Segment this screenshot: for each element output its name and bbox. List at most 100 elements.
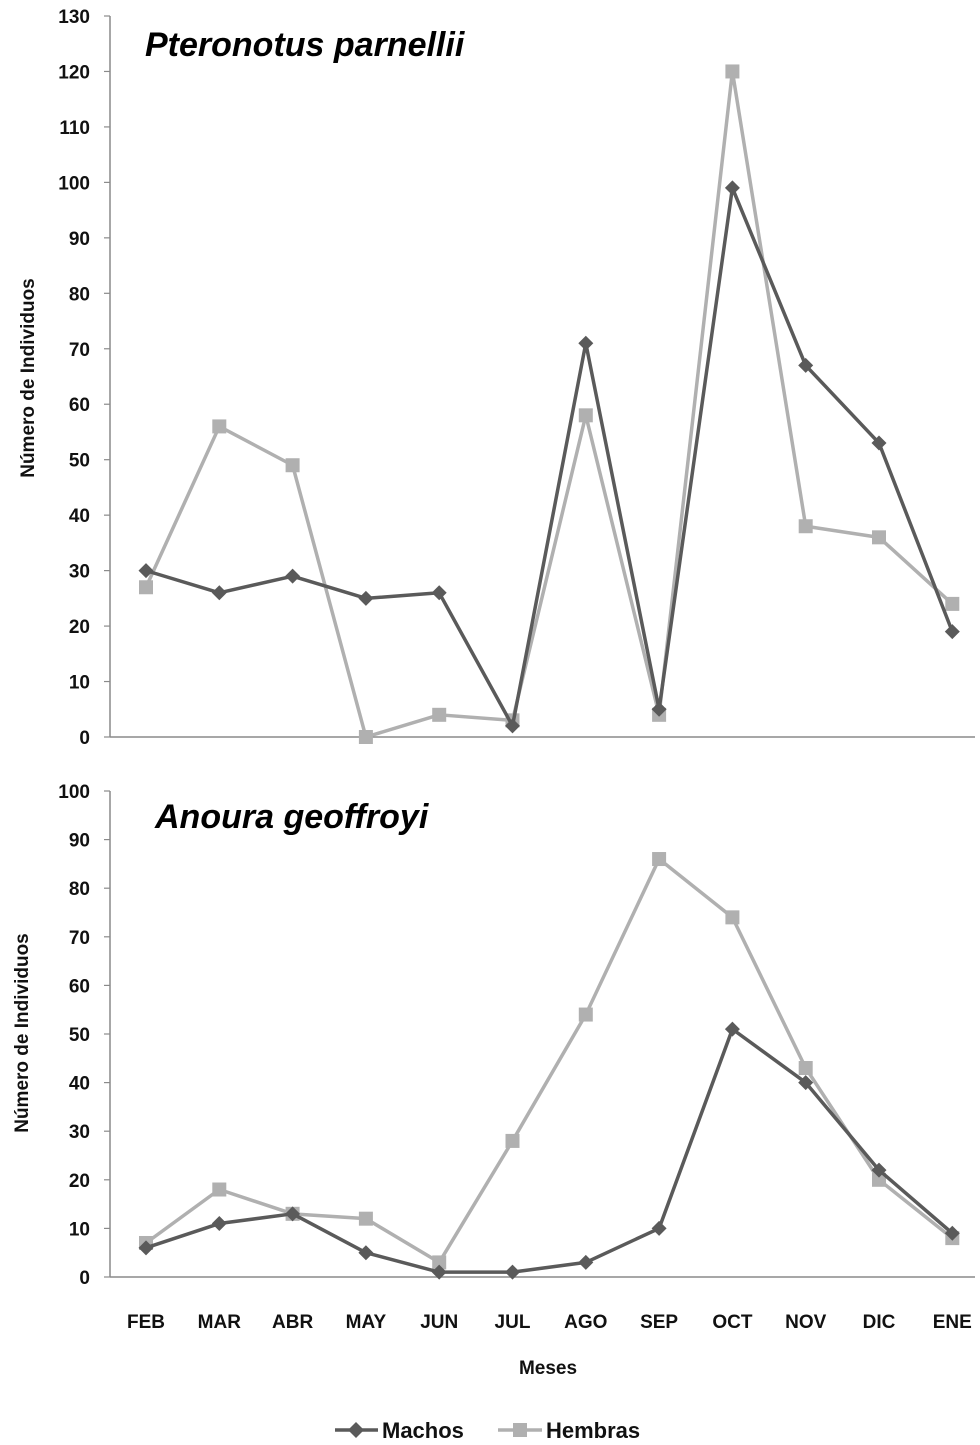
data-point-hembras-jun xyxy=(432,1255,447,1270)
data-point-machos-may xyxy=(358,590,374,606)
y-tick-label: 50 xyxy=(69,451,90,472)
data-point-machos-mar xyxy=(211,1216,227,1232)
x-tick-label-ago: AGO xyxy=(564,1312,607,1333)
data-point-machos-feb xyxy=(138,563,154,579)
data-point-hembras-dic xyxy=(872,1172,886,1187)
y-tick-label: 70 xyxy=(69,340,90,361)
data-point-hembras-may xyxy=(358,1211,373,1226)
data-point-hembras-mar xyxy=(212,1182,227,1197)
data-point-machos-jul xyxy=(505,1264,520,1280)
data-point-machos-abr xyxy=(285,1206,301,1222)
y-tick-label: 20 xyxy=(69,617,90,638)
y-tick-label: 80 xyxy=(69,879,90,900)
chart-title: Anoura geoffroyi xyxy=(154,798,430,836)
data-point-machos-sep xyxy=(651,701,667,717)
data-point-hembras-nov xyxy=(798,1061,813,1076)
y-tick-label: 70 xyxy=(69,928,90,949)
y-tick-label: 0 xyxy=(79,728,90,749)
data-point-machos-oct xyxy=(724,1021,740,1037)
x-tick-label-sep: SEP xyxy=(640,1312,678,1333)
legend-hembras-label: Hembras xyxy=(546,1418,640,1443)
series-hembras xyxy=(139,64,960,744)
data-point-hembras-sep xyxy=(652,852,667,867)
x-tick-label-ene: ENE xyxy=(933,1312,972,1333)
x-tick-label-mar: MAR xyxy=(198,1312,242,1333)
y-tick-label: 80 xyxy=(69,284,90,305)
data-point-hembras-abr xyxy=(285,458,300,473)
x-tick-label-dic: DIC xyxy=(863,1312,896,1333)
data-point-hembras-nov xyxy=(798,519,813,534)
data-point-hembras-may xyxy=(358,730,373,744)
series-line-hembras xyxy=(144,857,954,1265)
data-point-hembras-jul xyxy=(505,1133,520,1148)
data-point-machos-mar xyxy=(211,585,227,601)
series-line-machos xyxy=(145,186,954,728)
y-tick-label: 20 xyxy=(69,1171,90,1192)
data-point-machos-feb xyxy=(138,1240,154,1256)
y-tick-label: 100 xyxy=(58,782,90,803)
data-point-machos-sep xyxy=(651,1220,667,1236)
series-machos xyxy=(138,180,960,734)
legend-machos-marker xyxy=(348,1422,364,1438)
data-point-machos-ene xyxy=(944,1225,960,1241)
y-tick-label: 100 xyxy=(58,173,90,194)
x-tick-label-oct: OCT xyxy=(712,1312,753,1333)
y-tick-label: 40 xyxy=(69,1074,90,1095)
data-point-machos-oct xyxy=(724,180,740,196)
data-point-machos-abr xyxy=(285,568,301,584)
chart-pteronotus-parnellii: 0 10 20 30 40 50 60 70 80 90 100 110 120 130 Pteronotu… xyxy=(18,7,975,749)
y-tick-label: 60 xyxy=(69,395,90,416)
chart-title: Pteronotus parnellii xyxy=(145,26,466,64)
y-tick-label: 10 xyxy=(69,1219,90,1240)
data-point-machos-ago xyxy=(578,335,594,351)
data-point-hembras-dic xyxy=(872,530,886,545)
series-line-hembras xyxy=(144,69,954,739)
y-tick-label: 10 xyxy=(69,673,90,694)
x-tick-label-feb: FEB xyxy=(127,1312,165,1333)
y-tick-label: 30 xyxy=(69,1122,90,1143)
y-tick-label: 90 xyxy=(69,229,90,250)
x-tick-label-jul: JUL xyxy=(495,1312,531,1333)
data-point-machos-dic xyxy=(871,1162,887,1178)
data-point-hembras-jun xyxy=(432,707,447,722)
data-point-hembras-ene xyxy=(945,596,960,611)
y-tick-label: 130 xyxy=(58,7,90,28)
y-tick-label: 0 xyxy=(79,1268,90,1289)
x-tick-label-jun: JUN xyxy=(420,1312,458,1333)
data-point-machos-ago xyxy=(578,1254,594,1270)
y-axis-title: Número de Individuos xyxy=(12,933,33,1133)
series-hembras xyxy=(139,852,960,1270)
series-line-machos xyxy=(145,1027,954,1274)
data-point-hembras-mar xyxy=(212,419,227,434)
x-tick-label-abr: ABR xyxy=(272,1312,313,1333)
chart-anoura-geoffroyi: 0 10 20 30 40 50 60 70 80 90 100 Anoura geoffroyi Nú… xyxy=(12,782,975,1379)
series-machos xyxy=(138,1021,960,1280)
data-point-machos-nov xyxy=(798,1075,814,1091)
y-tick-label: 50 xyxy=(69,1025,90,1046)
x-tick-label-nov: NOV xyxy=(785,1312,827,1333)
data-point-machos-jul xyxy=(505,718,520,734)
data-point-hembras-ago xyxy=(578,408,593,423)
data-point-machos-jun xyxy=(431,585,447,601)
data-point-hembras-feb xyxy=(139,580,153,595)
legend-machos-label: Machos xyxy=(382,1418,464,1443)
data-point-hembras-oct xyxy=(725,910,740,925)
x-tick-label-may: MAY xyxy=(346,1312,387,1333)
y-axis-title: Número de Individuos xyxy=(18,278,39,478)
data-point-machos-may xyxy=(358,1245,374,1261)
y-tick-label: 30 xyxy=(69,562,90,583)
y-tick-label: 60 xyxy=(69,976,90,997)
y-tick-label: 90 xyxy=(69,831,90,852)
data-point-machos-nov xyxy=(798,357,814,373)
data-point-machos-dic xyxy=(871,435,887,451)
data-point-machos-jun xyxy=(431,1264,447,1280)
y-tick-label: 110 xyxy=(59,118,90,139)
legend: Machos Hembras xyxy=(335,1418,640,1443)
y-tick-label: 40 xyxy=(69,506,90,527)
data-point-machos-ene xyxy=(944,624,960,640)
data-point-hembras-ago xyxy=(578,1007,593,1022)
y-tick-label: 120 xyxy=(58,62,90,83)
legend-hembras-marker xyxy=(513,1423,527,1437)
data-point-hembras-oct xyxy=(725,64,740,79)
